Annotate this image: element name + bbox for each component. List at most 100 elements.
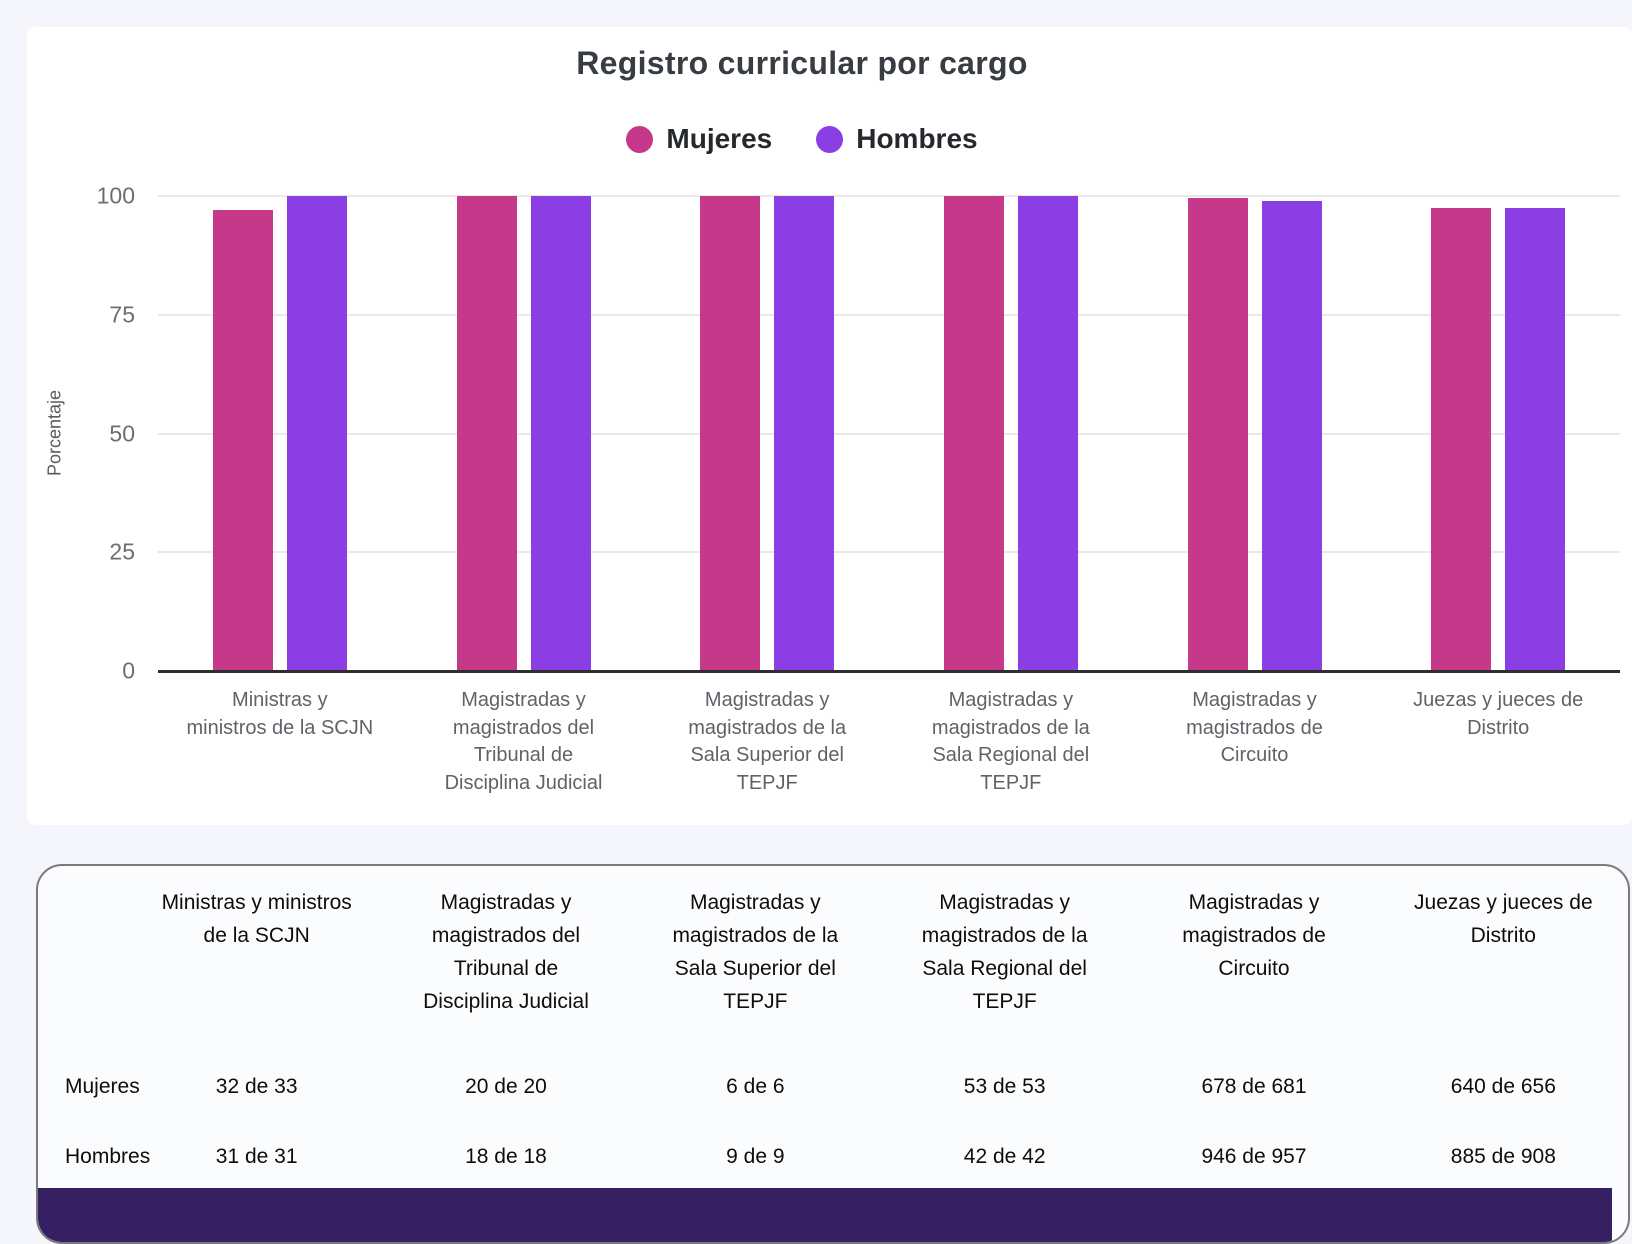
plot-area <box>158 195 1620 673</box>
footer-bar <box>38 1188 1612 1242</box>
table-row-label: Mujeres <box>65 1075 140 1098</box>
x-category-label: Juezas y jueces de Distrito <box>1413 687 1583 797</box>
table-header-cell: Ministras y ministros de la SCJN <box>132 866 381 1052</box>
bar-group <box>402 196 646 671</box>
chart-title: Registro curricular por cargo <box>576 45 1028 81</box>
y-axis-ticks: 0 25 50 75 100 <box>27 183 135 684</box>
table-header-line: Magistradas y <box>440 891 572 914</box>
x-category-label-line: ministros de la SCJN <box>186 716 374 739</box>
table-header-cell: Juezas y jueces de Distrito <box>1379 866 1628 1052</box>
bar-hombres-3[interactable] <box>1017 196 1078 671</box>
x-category-label-line: Magistradas y <box>461 689 586 711</box>
x-category-label-line: TEPJF <box>980 771 1042 794</box>
y-axis-tick: 25 <box>109 538 135 565</box>
gridline <box>158 432 1620 435</box>
table-header-line: magistrados de <box>1182 924 1326 947</box>
x-category-label-line: magistrados de la <box>688 716 847 739</box>
bar-mujeres-5[interactable] <box>1431 207 1492 671</box>
table-cell: 946 de 957 <box>1201 1145 1307 1168</box>
table-header-line: Sala Regional del <box>922 957 1087 980</box>
bar-hombres-1[interactable] <box>530 196 591 671</box>
table-header-line: Magistradas y <box>689 891 821 914</box>
x-category-label: Magistradas y magistrados del Tribunal de D… <box>445 687 603 797</box>
x-category-label-line: Magistradas y <box>948 689 1074 711</box>
bar-group <box>1376 196 1620 671</box>
table-header-line: Magistradas y <box>939 891 1071 914</box>
table-header-line: de la SCJN <box>203 924 310 947</box>
bar-hombres-0[interactable] <box>286 196 347 671</box>
x-category-label-line: TEPJF <box>736 771 798 794</box>
table-cell: 31 de 31 <box>215 1145 298 1168</box>
table-header-line: TEPJF <box>723 990 788 1013</box>
bar-hombres-4[interactable] <box>1261 201 1322 671</box>
table-cell: 42 de 42 <box>963 1145 1046 1168</box>
x-category-label: Magistradas y magistrados de Circuito <box>1186 687 1323 797</box>
x-category-label: Magistradas y magistrados de la Sala Regio… <box>932 687 1090 797</box>
x-label-cell: Ministras y ministros de la SCJN <box>158 687 402 797</box>
bar-hombres-2[interactable] <box>774 196 835 671</box>
x-category-label: Ministras y ministros de la SCJN <box>186 687 373 797</box>
table-cell: 18 de 18 <box>465 1145 547 1168</box>
x-label-cell: Magistradas y magistrados de la Sala Regio… <box>889 687 1133 797</box>
table-header-cell: Magistradas y magistrados del Tribunal de D… <box>381 866 630 1052</box>
bar-mujeres-3[interactable] <box>943 196 1004 671</box>
y-axis-tick: 100 <box>96 182 135 209</box>
data-table: Ministras y ministros de la SCJN Magistrad… <box>38 866 1628 1192</box>
table-header-line: Disciplina Judicial <box>423 990 589 1013</box>
table-header-line: magistrados de la <box>921 924 1088 947</box>
bar-group <box>158 196 402 671</box>
table-cell: 20 de 20 <box>465 1075 547 1098</box>
bar-group <box>889 196 1133 671</box>
table-header-line: Juezas y jueces de <box>1414 891 1593 914</box>
table-header-line: Distrito <box>1470 924 1536 947</box>
x-category-label-line: magistrados del <box>452 716 595 739</box>
y-axis-tick: 0 <box>122 657 135 684</box>
legend-item-hombres[interactable]: Hombres <box>816 123 978 155</box>
hombres-swatch-icon <box>816 125 844 153</box>
table-header-cell: Magistradas y magistrados de Circuito <box>1129 866 1378 1052</box>
x-category-label-line: Disciplina Judicial <box>444 771 603 794</box>
gridline <box>158 551 1620 554</box>
x-category-label-line: magistrados de <box>1186 716 1323 739</box>
x-label-cell: Magistradas y magistrados de Circuito <box>1133 687 1377 797</box>
x-category-label-line: Distrito <box>1467 716 1530 739</box>
mujeres-swatch-icon <box>626 125 654 153</box>
table-cell: 640 de 656 <box>1450 1075 1556 1098</box>
x-axis-labels: Ministras y ministros de la SCJN Magistrad… <box>158 687 1620 797</box>
bar-hombres-5[interactable] <box>1505 208 1566 671</box>
x-label-cell: Juezas y jueces de Distrito <box>1376 687 1620 797</box>
table-header-line: Ministras y ministros <box>161 891 352 914</box>
legend-label-mujeres: Mujeres <box>666 123 773 154</box>
bar-mujeres-0[interactable] <box>212 210 273 671</box>
bar-group <box>645 196 889 671</box>
bar-mujeres-2[interactable] <box>700 196 761 671</box>
legend-label-hombres: Hombres <box>856 123 978 154</box>
table-corner-cell <box>38 866 132 1052</box>
chart-card: Registro curricular por cargo Mujeres Ho… <box>27 27 1632 825</box>
x-axis-line <box>158 670 1620 673</box>
table-cell: 9 de 9 <box>726 1145 785 1168</box>
legend-item-mujeres[interactable]: Mujeres <box>626 123 772 155</box>
table-header-line: magistrados de la <box>672 924 839 947</box>
table-header-cell: Magistradas y magistrados de la Sala Regio… <box>880 866 1129 1052</box>
x-category-label-line: Tribunal de <box>473 744 574 766</box>
x-category-label-line: Magistradas y <box>1192 689 1317 711</box>
gridline <box>158 195 1620 197</box>
x-label-cell: Magistradas y magistrados de la Sala Super… <box>645 687 889 797</box>
x-category-label-line: Ministras y <box>232 689 328 711</box>
table-cell: 6 de 6 <box>726 1075 785 1098</box>
table-cell: 53 de 53 <box>963 1075 1046 1098</box>
y-axis-tick: 75 <box>109 301 135 328</box>
x-category-label-line: Magistradas y <box>704 689 830 711</box>
data-table-card: Ministras y ministros de la SCJN Magistrad… <box>36 864 1630 1244</box>
bar-mujeres-4[interactable] <box>1187 198 1248 671</box>
table-cell: 678 de 681 <box>1201 1075 1307 1098</box>
table-header-line: TEPJF <box>972 990 1037 1013</box>
x-category-label-line: Circuito <box>1220 744 1289 766</box>
table-header-line: Magistradas y <box>1188 891 1320 914</box>
x-category-label-line: Juezas y jueces de <box>1413 689 1584 711</box>
table-header-line: Tribunal de <box>453 957 559 980</box>
bar-mujeres-1[interactable] <box>456 196 517 671</box>
x-category-label: Magistradas y magistrados de la Sala Super… <box>688 687 846 797</box>
table-header-line: Circuito <box>1218 957 1290 980</box>
